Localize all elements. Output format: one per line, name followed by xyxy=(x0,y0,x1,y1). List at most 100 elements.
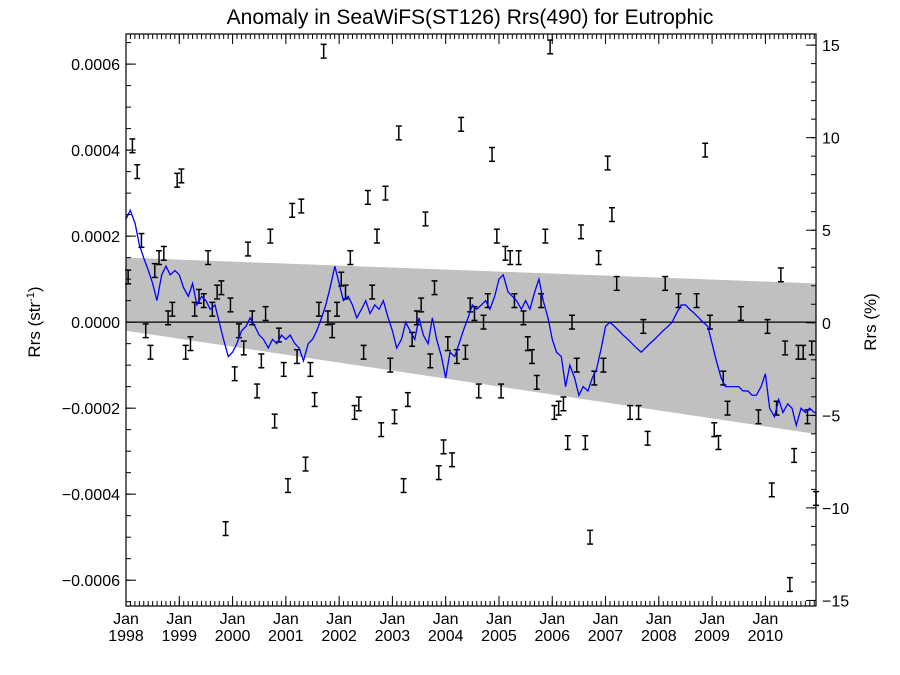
data-point xyxy=(395,125,402,141)
data-point xyxy=(267,228,274,244)
data-point xyxy=(462,344,469,360)
data-point xyxy=(404,391,411,408)
data-point xyxy=(174,172,181,188)
data-point xyxy=(613,275,620,292)
chart-title: Anomaly in SeaWiFS(ST126) Rrs(490) for E… xyxy=(227,6,714,29)
data-point xyxy=(444,336,451,352)
x-tick-month: Jan xyxy=(273,611,299,628)
data-point xyxy=(347,250,354,266)
data-point xyxy=(737,305,744,322)
data-point xyxy=(147,344,154,360)
data-point xyxy=(635,404,642,421)
data-point xyxy=(786,576,793,593)
y-axis-title-close: ) xyxy=(25,286,44,292)
data-point xyxy=(387,357,394,373)
data-point xyxy=(600,357,607,373)
data-point xyxy=(222,520,229,537)
data-point xyxy=(768,482,775,498)
x-tick-year: 1998 xyxy=(108,628,144,645)
x-tick-year: 2009 xyxy=(694,628,730,645)
x-tick-year: 2010 xyxy=(748,628,784,645)
y-tick-label: 0.0002 xyxy=(71,229,120,246)
data-point xyxy=(214,284,221,300)
y-tick-label: 0.0004 xyxy=(71,143,120,160)
data-point xyxy=(511,293,518,309)
data-point xyxy=(240,340,247,356)
data-point xyxy=(271,413,278,429)
data-point xyxy=(507,250,514,266)
data-point xyxy=(400,477,407,494)
x-tick-year: 2000 xyxy=(215,628,251,645)
data-point xyxy=(627,404,634,421)
data-point xyxy=(284,477,291,494)
data-point xyxy=(533,374,540,390)
data-point xyxy=(515,250,522,266)
x-tick-month: Jan xyxy=(539,611,565,628)
data-point xyxy=(294,348,301,365)
x-tick-month: Jan xyxy=(593,611,619,628)
x-tick-year: 2007 xyxy=(588,628,624,645)
data-point xyxy=(715,434,722,451)
x-tick-month: Jan xyxy=(113,611,139,628)
data-point xyxy=(315,301,322,317)
data-point xyxy=(675,293,682,309)
y2-tick-label: −15 xyxy=(822,593,849,610)
data-point xyxy=(324,310,331,326)
data-point xyxy=(200,293,207,309)
data-point xyxy=(311,391,318,408)
data-point xyxy=(151,262,158,279)
data-point xyxy=(280,361,287,378)
data-point xyxy=(702,142,709,158)
data-point xyxy=(351,404,358,421)
y2-tick-label: −5 xyxy=(822,408,840,425)
y2-tick-label: 5 xyxy=(822,223,831,240)
data-point xyxy=(373,228,380,244)
data-point xyxy=(187,336,194,352)
x-tick-year: 2004 xyxy=(428,628,464,645)
data-point xyxy=(245,241,252,257)
x-tick-year: 2001 xyxy=(268,628,304,645)
data-point xyxy=(480,314,487,330)
x-tick-month: Jan xyxy=(699,611,725,628)
data-point xyxy=(538,293,545,309)
data-point xyxy=(578,224,585,240)
data-point xyxy=(595,250,602,266)
y2-tick-label: 10 xyxy=(822,131,840,148)
data-point xyxy=(231,366,238,382)
data-point xyxy=(587,529,594,545)
data-point xyxy=(329,323,336,339)
running-mean-line xyxy=(125,208,816,428)
data-point xyxy=(320,43,327,59)
data-point xyxy=(254,383,261,399)
x-tick-year: 2008 xyxy=(641,628,677,645)
data-point xyxy=(369,284,376,300)
data-point xyxy=(764,318,771,335)
data-point xyxy=(693,293,700,309)
x-tick-year: 2005 xyxy=(481,628,517,645)
x-tick-month: Jan xyxy=(166,611,192,628)
data-point xyxy=(791,447,798,464)
data-point xyxy=(498,383,505,399)
y2-axis-title: Rrs (%) xyxy=(861,293,880,351)
data-point xyxy=(298,198,305,214)
data-point xyxy=(307,361,314,378)
data-point xyxy=(258,353,265,369)
y-tick-label: 0.0000 xyxy=(71,315,120,332)
data-point xyxy=(205,250,212,266)
data-point xyxy=(524,336,531,352)
data-point xyxy=(475,383,482,399)
data-point xyxy=(551,404,558,421)
data-point xyxy=(640,318,647,335)
data-point xyxy=(391,409,398,425)
data-point xyxy=(413,310,420,326)
x-tick-month: Jan xyxy=(380,611,406,628)
x-tick-year: 2003 xyxy=(375,628,411,645)
data-point xyxy=(182,344,189,360)
y2-tick-label: 15 xyxy=(822,38,840,55)
x-tick-month: Jan xyxy=(486,611,512,628)
data-point xyxy=(755,409,762,425)
data-point xyxy=(134,163,141,180)
data-point xyxy=(355,396,362,412)
x-tick-month: Jan xyxy=(646,611,672,628)
